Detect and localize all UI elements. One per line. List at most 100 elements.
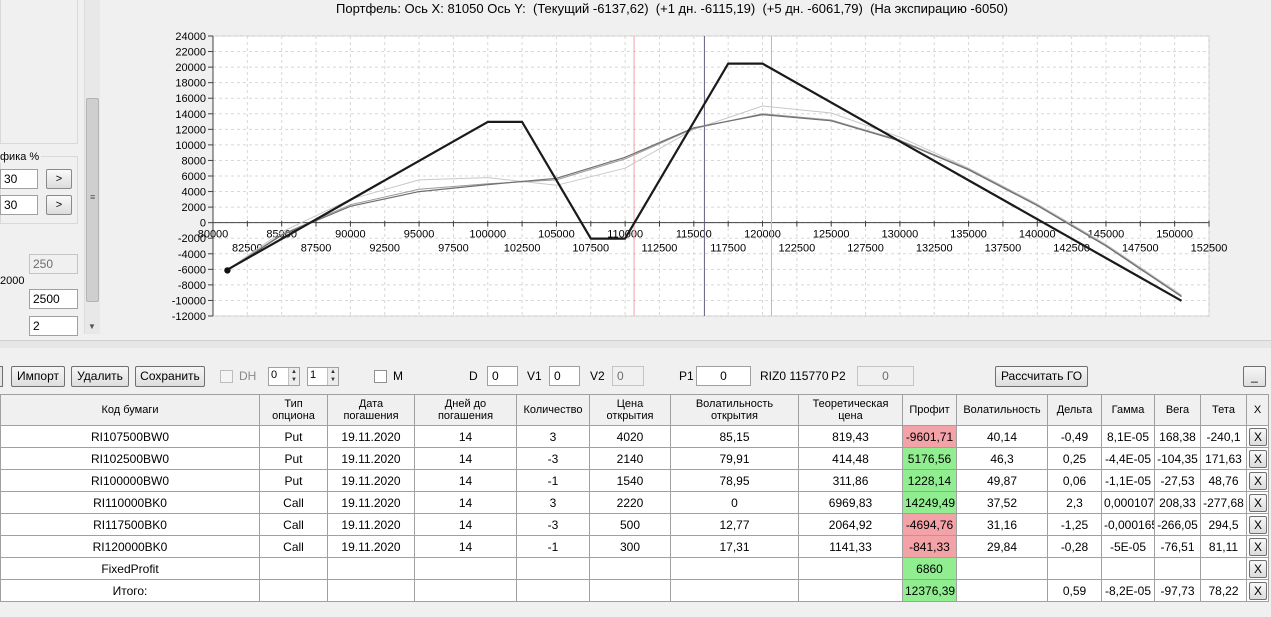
table-cell[interactable]: 0,25 — [1047, 447, 1102, 470]
table-cell[interactable]: 14 — [414, 491, 517, 514]
table-cell[interactable] — [516, 579, 590, 602]
table-cell[interactable]: 4020 — [589, 425, 671, 448]
column-header[interactable]: Гамма — [1101, 394, 1155, 426]
table-cell[interactable]: 49,87 — [956, 469, 1048, 492]
profit-cell[interactable]: 1228,14 — [902, 469, 957, 492]
scrollbar-thumb[interactable]: ≡ — [86, 98, 99, 302]
table-cell[interactable]: 12,77 — [670, 513, 799, 536]
table-cell[interactable]: 2220 — [589, 491, 671, 514]
table-cell[interactable]: -240,1 — [1200, 425, 1247, 448]
table-cell[interactable]: 0,06 — [1047, 469, 1102, 492]
delete-row-button[interactable]: X — [1249, 427, 1267, 446]
delete-row-button[interactable]: X — [1249, 493, 1267, 512]
column-header[interactable]: Вега — [1154, 394, 1201, 426]
table-cell[interactable]: 78,22 — [1200, 579, 1247, 602]
table-cell[interactable]: 0 — [670, 491, 799, 514]
profit-cell[interactable]: -9601,71 — [902, 425, 957, 448]
apply-button-1[interactable]: > — [46, 169, 72, 189]
table-cell[interactable] — [956, 557, 1048, 580]
table-cell[interactable]: 171,63 — [1200, 447, 1247, 470]
column-header[interactable]: X — [1246, 394, 1269, 426]
table-cell[interactable]: -0,000165 — [1101, 513, 1155, 536]
delete-row-cell[interactable]: X — [1246, 491, 1269, 514]
delete-row-button[interactable]: X — [1249, 471, 1267, 490]
table-cell[interactable]: 79,91 — [670, 447, 799, 470]
table-cell[interactable]: 29,84 — [956, 535, 1048, 558]
table-cell[interactable]: Put — [259, 447, 328, 470]
column-header[interactable]: Тип опциона — [259, 394, 328, 426]
table-cell[interactable] — [670, 557, 799, 580]
table-cell[interactable]: 14 — [414, 469, 517, 492]
table-cell[interactable]: -5E-05 — [1101, 535, 1155, 558]
table-cell[interactable]: 1141,33 — [798, 535, 903, 558]
profit-cell[interactable]: -4694,76 — [902, 513, 957, 536]
table-cell[interactable]: 2064,92 — [798, 513, 903, 536]
table-cell[interactable]: 0,59 — [1047, 579, 1102, 602]
table-cell[interactable]: -1 — [516, 535, 590, 558]
table-cell[interactable] — [259, 557, 328, 580]
table-cell[interactable]: 3 — [516, 425, 590, 448]
table-cell[interactable]: 48,76 — [1200, 469, 1247, 492]
table-cell[interactable]: -104,35 — [1154, 447, 1201, 470]
table-cell[interactable]: 2,3 — [1047, 491, 1102, 514]
value-input[interactable] — [29, 289, 78, 309]
minimize-button[interactable]: _ — [1243, 366, 1266, 387]
table-cell[interactable]: Put — [259, 469, 328, 492]
table-cell[interactable]: 0,000107 — [1101, 491, 1155, 514]
m-checkbox[interactable] — [374, 370, 387, 383]
table-cell[interactable]: 1540 — [589, 469, 671, 492]
delete-row-cell[interactable]: X — [1246, 579, 1269, 602]
table-cell[interactable]: -0,49 — [1047, 425, 1102, 448]
profit-cell[interactable]: 14249,49 — [902, 491, 957, 514]
column-header[interactable]: Код бумаги — [0, 394, 260, 426]
spin-box-1[interactable]: 0 ▲ ▼ — [268, 367, 300, 386]
table-cell[interactable]: 819,43 — [798, 425, 903, 448]
table-cell[interactable]: 19.11.2020 — [327, 469, 415, 492]
table-cell[interactable]: 19.11.2020 — [327, 513, 415, 536]
table-cell[interactable]: RI120000BK0 — [0, 535, 260, 558]
table-cell[interactable]: 19.11.2020 — [327, 447, 415, 470]
table-cell[interactable]: 208,33 — [1154, 491, 1201, 514]
table-cell[interactable] — [589, 579, 671, 602]
delete-row-button[interactable]: X — [1249, 449, 1267, 468]
table-cell[interactable]: RI107500BW0 — [0, 425, 260, 448]
table-cell[interactable]: Call — [259, 513, 328, 536]
table-cell[interactable]: 19.11.2020 — [327, 425, 415, 448]
table-cell[interactable]: -76,51 — [1154, 535, 1201, 558]
column-header[interactable]: Количество — [516, 394, 590, 426]
p1-input[interactable] — [696, 366, 751, 386]
table-cell[interactable]: 17,31 — [670, 535, 799, 558]
d-input[interactable] — [487, 366, 518, 386]
table-cell[interactable]: RI100000BW0 — [0, 469, 260, 492]
column-header[interactable]: Тета — [1200, 394, 1247, 426]
table-cell[interactable]: -277,68 — [1200, 491, 1247, 514]
import-button[interactable]: Импорт — [11, 366, 65, 387]
table-cell[interactable]: 300 — [589, 535, 671, 558]
delete-row-cell[interactable]: X — [1246, 447, 1269, 470]
calculate-margin-button[interactable]: Рассчитать ГО — [995, 366, 1088, 387]
table-cell[interactable]: -1,25 — [1047, 513, 1102, 536]
profit-cell[interactable]: -841,33 — [902, 535, 957, 558]
table-cell[interactable]: 3 — [516, 491, 590, 514]
table-cell[interactable]: 14 — [414, 535, 517, 558]
table-cell[interactable]: 14 — [414, 513, 517, 536]
table-cell[interactable] — [516, 557, 590, 580]
table-cell[interactable] — [414, 557, 517, 580]
profit-cell[interactable]: 6860 — [902, 557, 957, 580]
spin-box-2[interactable]: 1 ▲ ▼ — [307, 367, 339, 386]
table-cell[interactable]: -97,73 — [1154, 579, 1201, 602]
column-header[interactable]: Цена открытия — [589, 394, 671, 426]
table-cell[interactable]: Call — [259, 491, 328, 514]
table-cell[interactable]: 46,3 — [956, 447, 1048, 470]
table-cell[interactable]: -1 — [516, 469, 590, 492]
table-cell[interactable]: 294,5 — [1200, 513, 1247, 536]
table-cell[interactable]: -3 — [516, 447, 590, 470]
splitter[interactable] — [0, 340, 1271, 348]
table-cell[interactable]: FixedProfit — [0, 557, 260, 580]
delete-row-button[interactable]: X — [1249, 559, 1267, 578]
table-cell[interactable] — [956, 579, 1048, 602]
table-cell[interactable]: -4,4E-05 — [1101, 447, 1155, 470]
column-header[interactable]: Профит — [902, 394, 957, 426]
table-cell[interactable] — [259, 579, 328, 602]
table-cell[interactable]: 19.11.2020 — [327, 535, 415, 558]
